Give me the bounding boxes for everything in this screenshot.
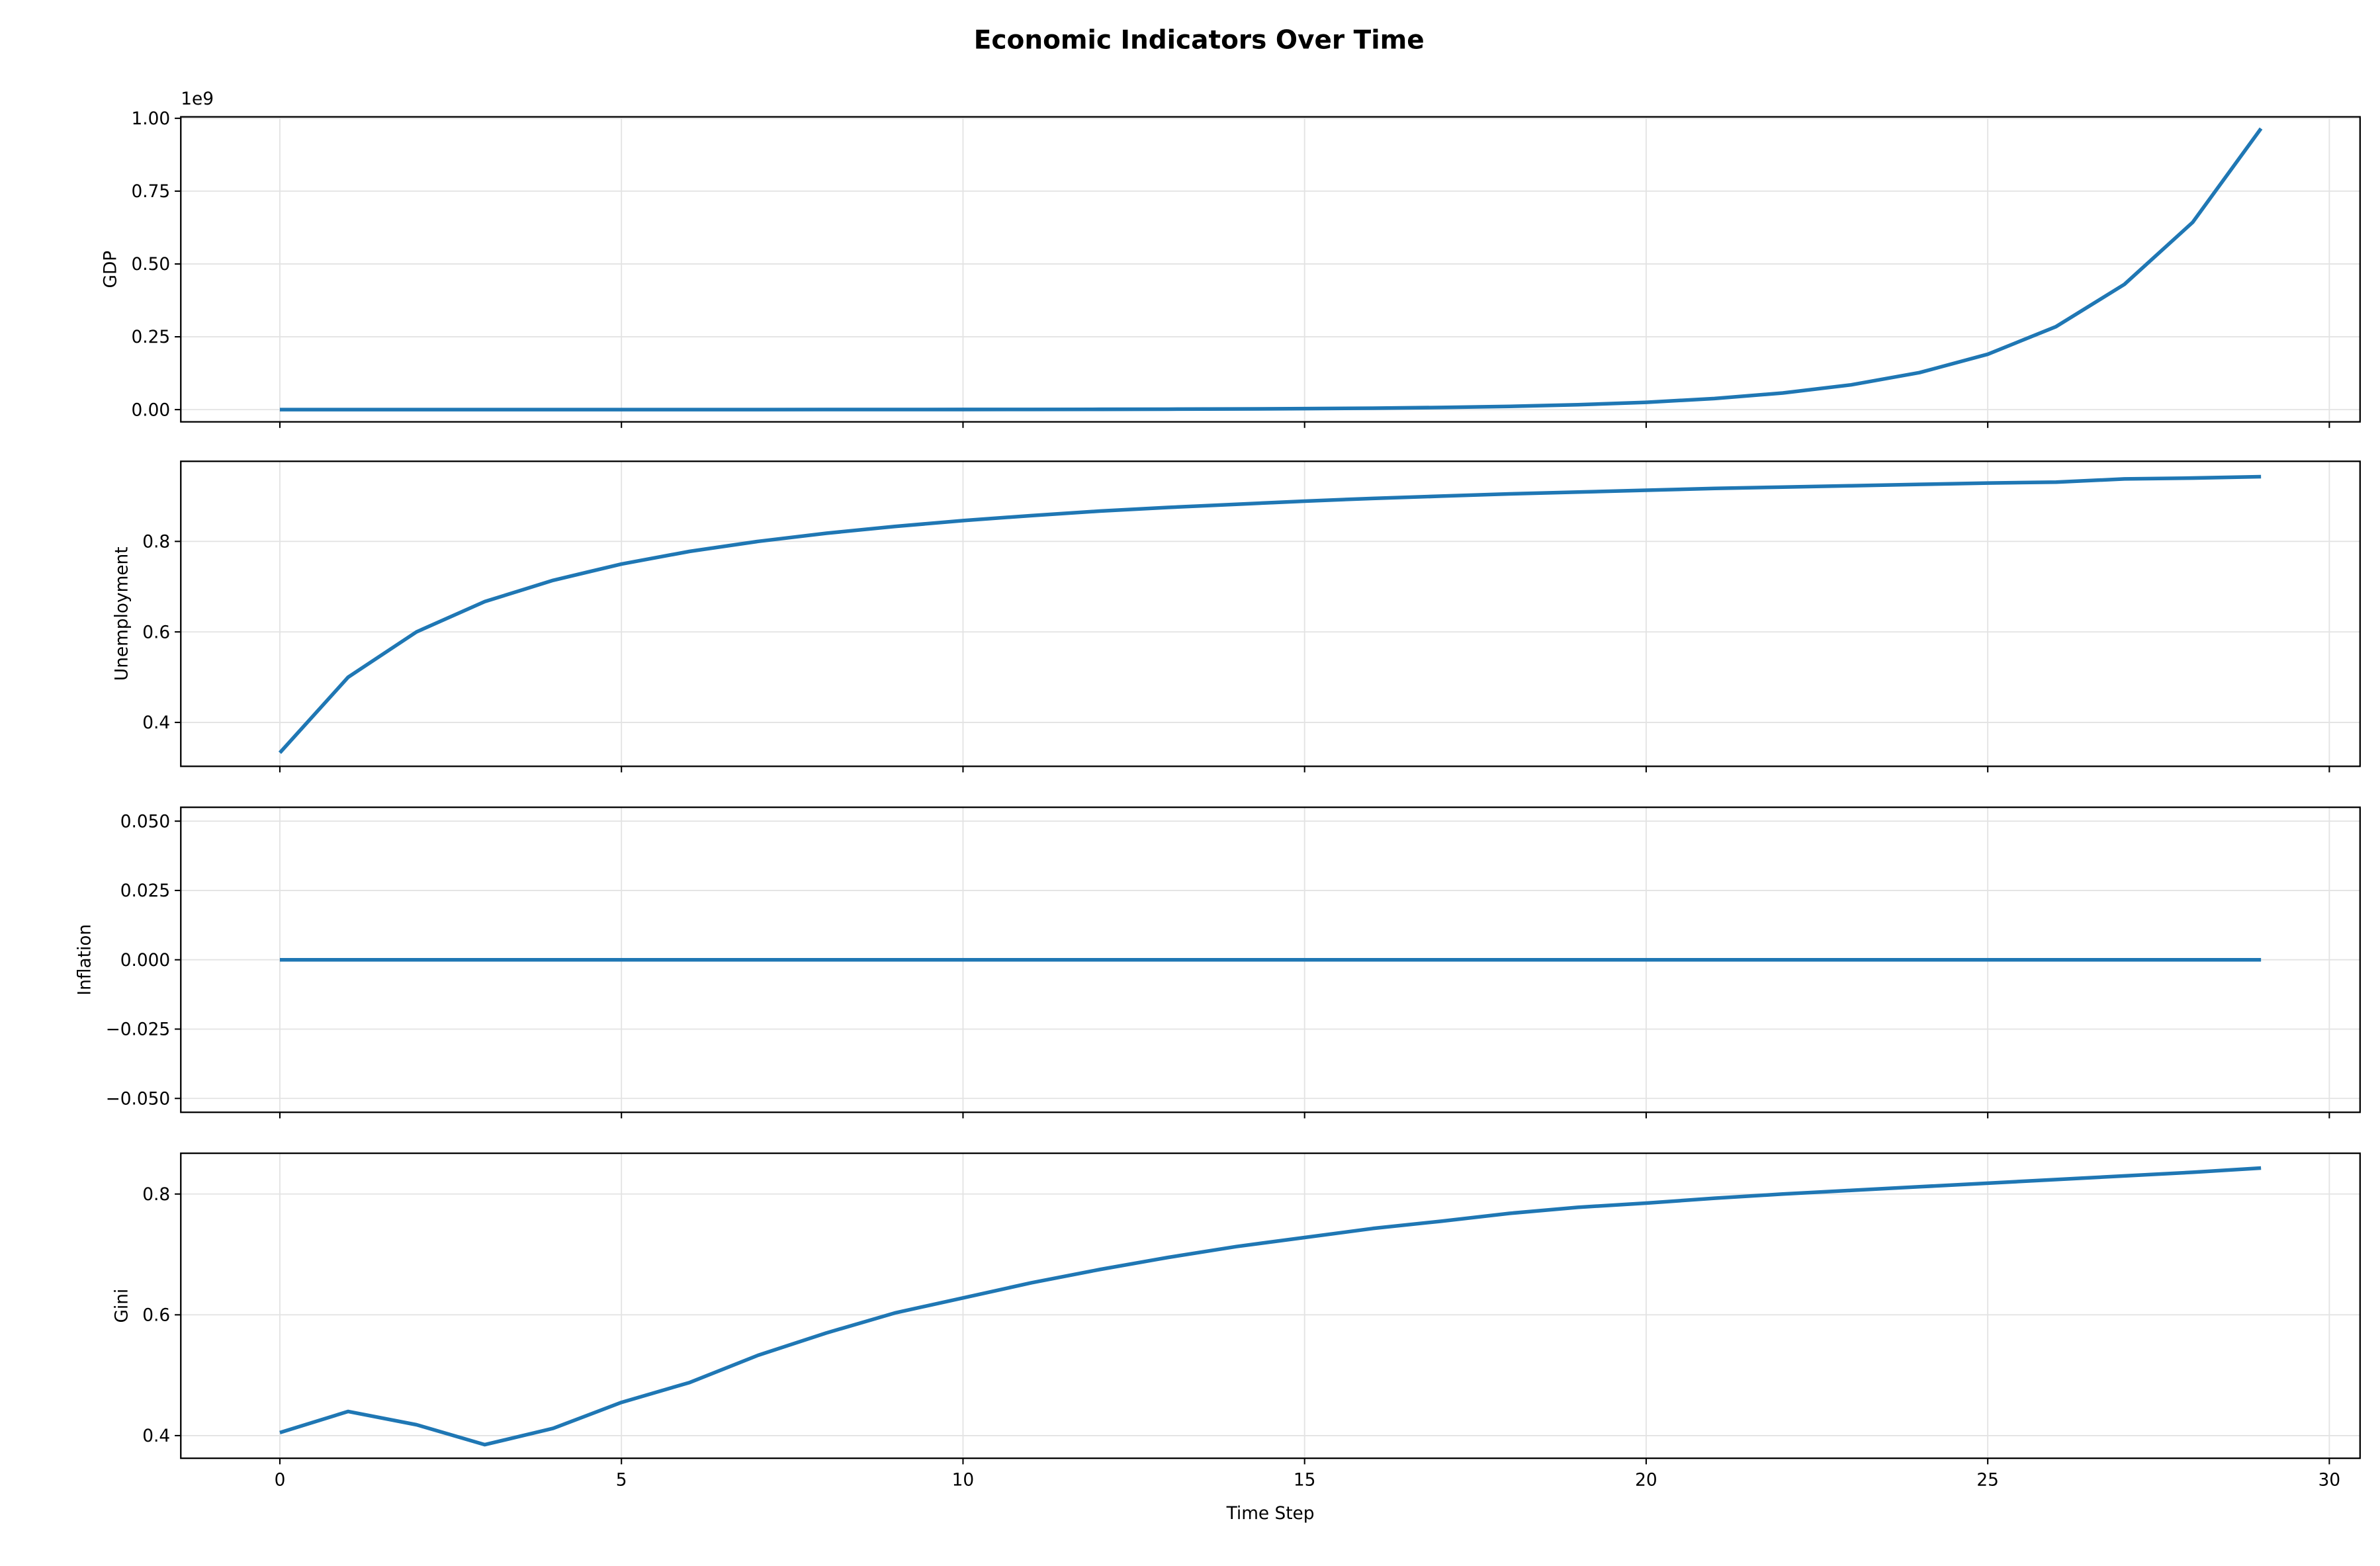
y-tick-label: 0.050 <box>120 812 170 832</box>
axes-frame <box>180 116 2361 423</box>
y-tick-label: 0.25 <box>131 327 170 347</box>
y-tick-label: 0.4 <box>142 1426 170 1446</box>
y-tick-label: 0.8 <box>142 532 170 552</box>
axes-frame <box>180 1152 2361 1459</box>
y-offset-label: 1e9 <box>181 89 214 109</box>
y-axis-label: GDP <box>101 251 121 288</box>
y-tick-label: 0.50 <box>131 255 170 275</box>
y-axis-label: Inflation <box>75 924 95 996</box>
x-tick-label: 10 <box>952 1470 975 1490</box>
x-tick-label: 25 <box>1976 1470 1999 1490</box>
y-tick-label: 0.00 <box>131 400 170 420</box>
y-axis-label: Unemployment <box>112 546 132 681</box>
y-tick-label: 0.000 <box>120 951 170 971</box>
y-tick-label: −0.025 <box>106 1020 171 1040</box>
x-tick-label: 20 <box>1635 1470 1657 1490</box>
y-tick-label: 0.025 <box>120 881 170 901</box>
y-tick-label: 0.6 <box>142 623 170 642</box>
axes-frame <box>180 460 2361 767</box>
y-axis-label: Gini <box>112 1289 132 1323</box>
x-tick-label: 5 <box>616 1470 627 1490</box>
y-tick-label: −0.050 <box>106 1089 171 1109</box>
data-line <box>278 474 2262 754</box>
x-tick-label: 15 <box>1294 1470 1316 1490</box>
y-tick-label: 0.75 <box>131 182 170 202</box>
x-axis-label: Time Step <box>1226 1504 1315 1524</box>
y-tick-label: 0.4 <box>142 713 170 733</box>
figure-title: Economic Indicators Over Time <box>974 25 1425 55</box>
x-tick-label: 0 <box>275 1470 286 1490</box>
y-tick-label: 0.6 <box>142 1306 170 1326</box>
data-line <box>279 127 2263 412</box>
x-tick-label: 30 <box>2318 1470 2341 1490</box>
data-line <box>279 1166 2262 1447</box>
axes-frame <box>180 806 2361 1113</box>
y-tick-label: 0.8 <box>142 1185 170 1205</box>
y-tick-label: 1.00 <box>131 109 170 129</box>
